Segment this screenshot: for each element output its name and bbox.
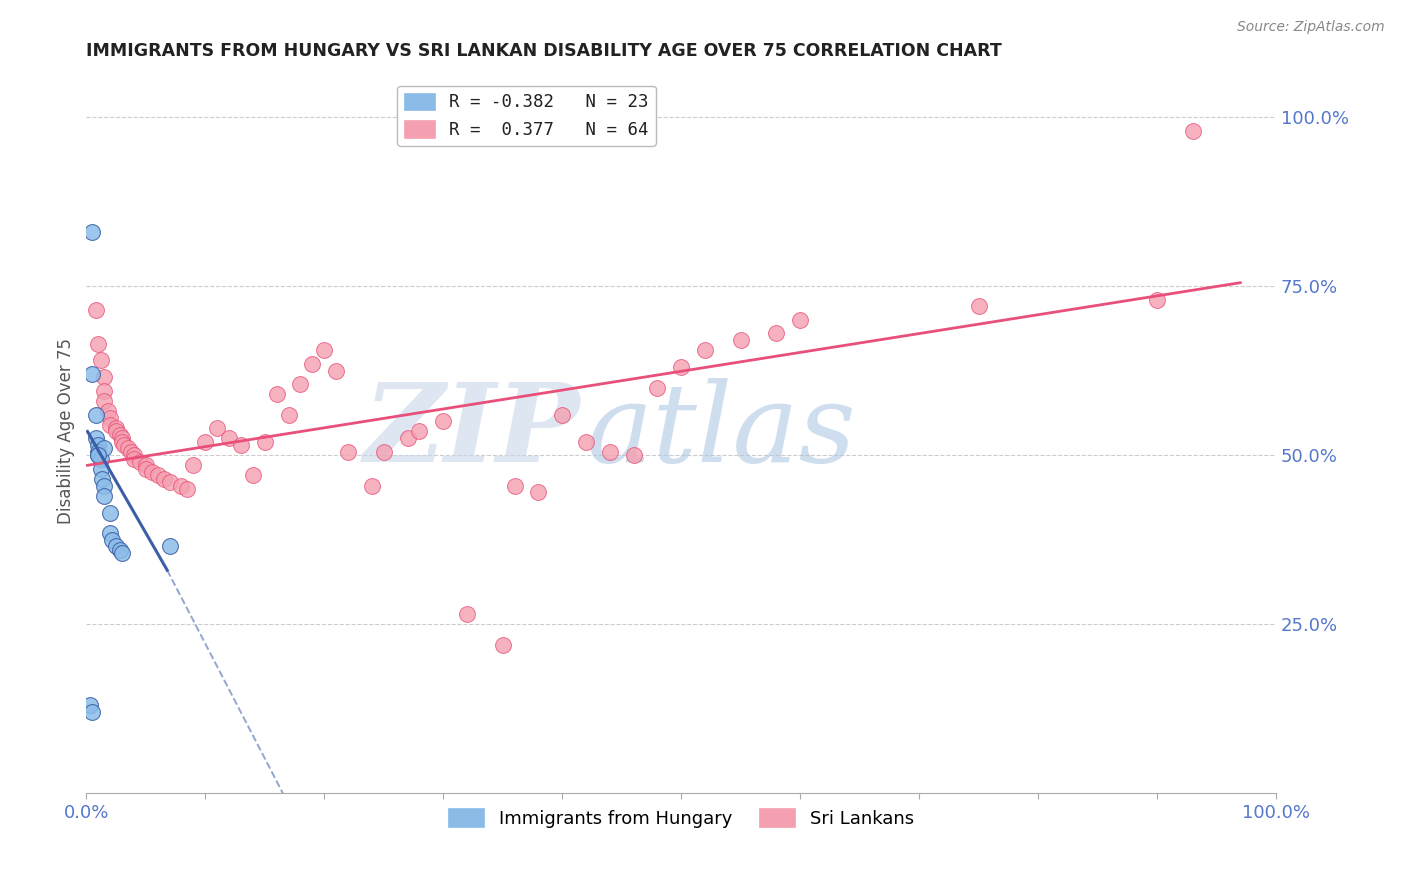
Point: [93, 394, 115, 409]
Point: [229, 438, 252, 452]
Point: [408, 425, 430, 439]
Point: [337, 444, 360, 458]
Point: [128, 455, 150, 469]
Point: [152, 472, 174, 486]
Point: [1146, 293, 1168, 307]
Point: [122, 448, 145, 462]
Point: [105, 540, 128, 554]
Point: [789, 313, 811, 327]
Point: [98, 525, 121, 540]
Point: [117, 442, 139, 456]
Point: [194, 434, 217, 449]
Point: [527, 485, 550, 500]
Point: [93, 478, 115, 492]
Point: [253, 434, 276, 449]
Point: [98, 411, 121, 425]
Point: [141, 465, 163, 479]
Point: [111, 431, 134, 445]
Point: [122, 451, 145, 466]
Point: [146, 468, 169, 483]
Point: [98, 506, 121, 520]
Point: [111, 434, 134, 449]
Text: IMMIGRANTS FROM HUNGARY VS SRI LANKAN DISABILITY AGE OVER 75 CORRELATION CHART: IMMIGRANTS FROM HUNGARY VS SRI LANKAN DI…: [86, 42, 1002, 60]
Point: [84, 408, 107, 422]
Point: [87, 444, 110, 458]
Point: [98, 417, 121, 432]
Point: [101, 533, 124, 547]
Point: [669, 360, 692, 375]
Point: [301, 357, 323, 371]
Point: [503, 478, 526, 492]
Point: [97, 404, 120, 418]
Point: [967, 299, 990, 313]
Point: [159, 540, 181, 554]
Point: [170, 478, 193, 492]
Point: [108, 428, 131, 442]
Point: [647, 380, 669, 394]
Point: [575, 434, 598, 449]
Point: [79, 698, 101, 713]
Point: [396, 431, 419, 445]
Point: [93, 489, 115, 503]
Point: [93, 370, 115, 384]
Point: [135, 461, 157, 475]
Point: [93, 442, 115, 456]
Point: [242, 468, 264, 483]
Point: [599, 444, 621, 458]
Point: [551, 408, 574, 422]
Point: [432, 414, 454, 428]
Point: [87, 438, 110, 452]
Point: [360, 478, 382, 492]
Point: [87, 448, 110, 462]
Point: [90, 472, 112, 486]
Point: [82, 225, 104, 239]
Point: [314, 343, 336, 358]
Point: [87, 448, 110, 462]
Point: [90, 461, 112, 475]
Point: [266, 387, 288, 401]
Point: [90, 353, 112, 368]
Point: [159, 475, 181, 490]
Point: [82, 367, 104, 381]
Point: [456, 607, 478, 621]
Point: [105, 425, 128, 439]
Point: [121, 444, 143, 458]
Point: [108, 542, 131, 557]
Y-axis label: Disability Age Over 75: Disability Age Over 75: [58, 338, 75, 524]
Point: [290, 377, 312, 392]
Point: [730, 333, 752, 347]
Point: [82, 705, 104, 719]
Point: [112, 438, 135, 452]
Point: [218, 431, 240, 445]
Point: [1181, 123, 1204, 137]
Point: [765, 326, 787, 341]
Point: [90, 451, 112, 466]
Point: [277, 408, 299, 422]
Legend: Immigrants from Hungary, Sri Lankans: Immigrants from Hungary, Sri Lankans: [441, 801, 921, 835]
Point: [373, 444, 395, 458]
Point: [183, 458, 205, 473]
Point: [93, 384, 115, 398]
Point: [176, 482, 198, 496]
Text: ZIP: ZIP: [363, 377, 581, 485]
Point: [87, 336, 110, 351]
Text: atlas: atlas: [586, 377, 856, 485]
Point: [492, 638, 515, 652]
Point: [84, 302, 107, 317]
Point: [135, 458, 157, 473]
Text: Source: ZipAtlas.com: Source: ZipAtlas.com: [1237, 20, 1385, 34]
Point: [84, 431, 107, 445]
Point: [623, 448, 645, 462]
Point: [325, 364, 347, 378]
Point: [205, 421, 228, 435]
Point: [693, 343, 716, 358]
Point: [105, 421, 128, 435]
Point: [111, 546, 134, 560]
